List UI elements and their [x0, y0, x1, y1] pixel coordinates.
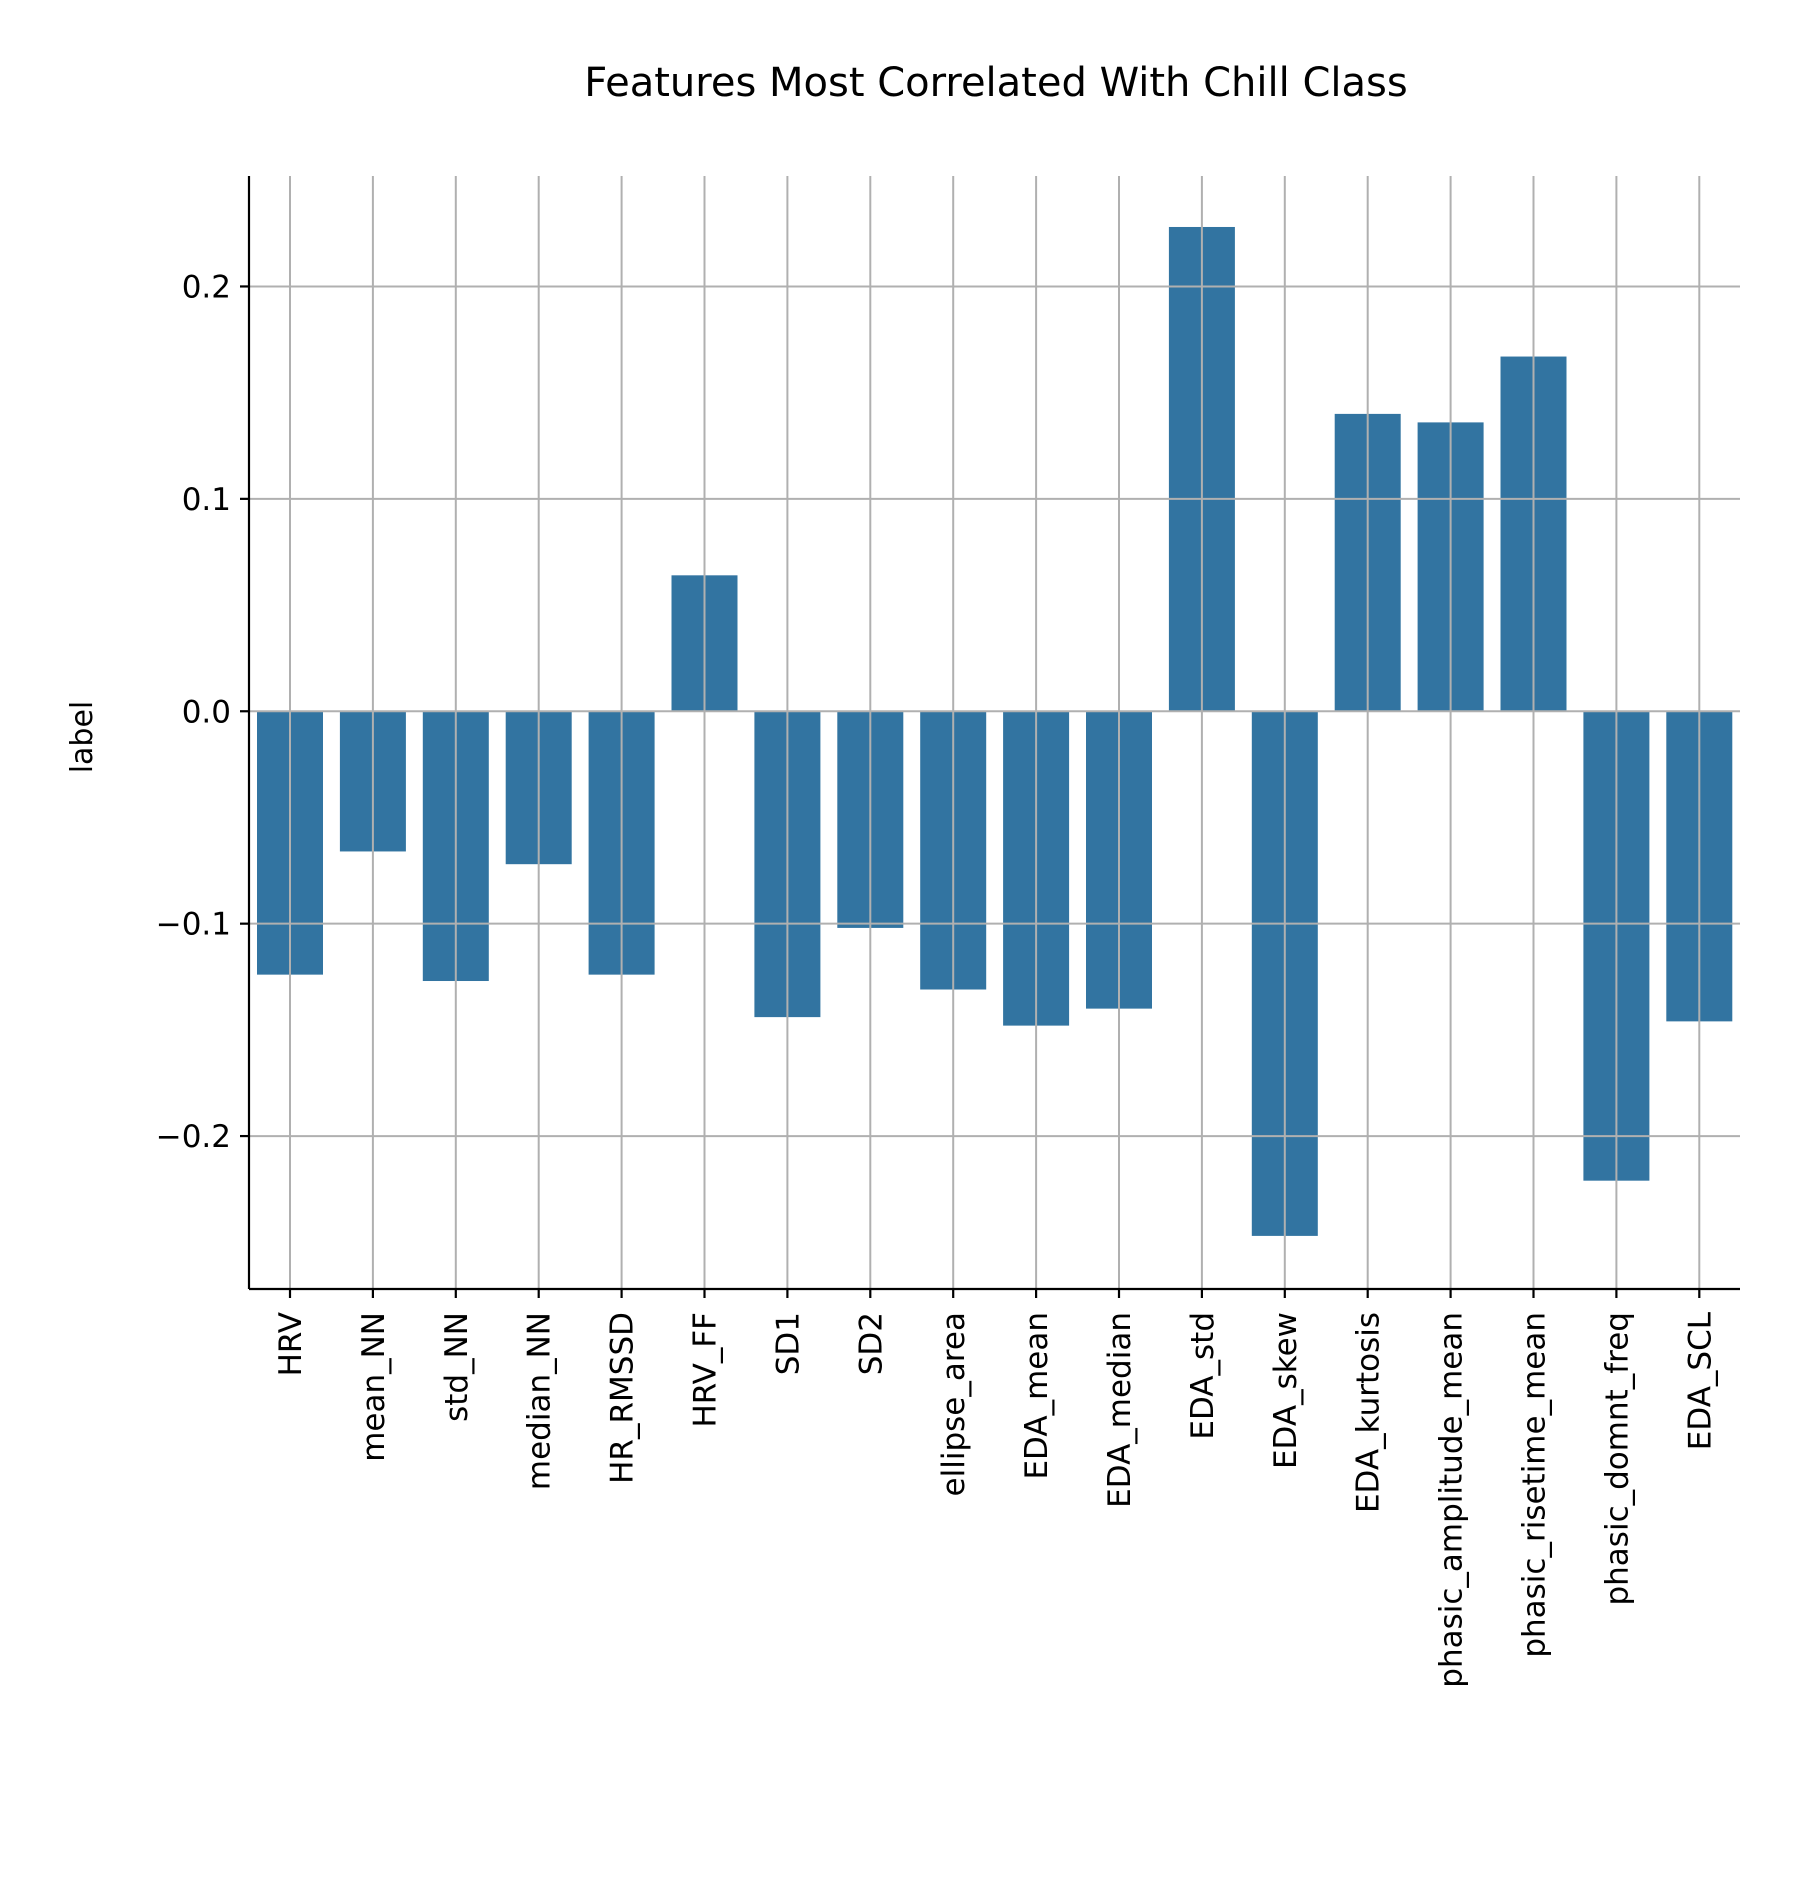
x-tick-label: EDA_SCL [1682, 1311, 1718, 1450]
x-tick-label: HRV [273, 1312, 309, 1376]
x-tick-label: phasic_amplitude_mean [1434, 1312, 1470, 1688]
x-tick-label: std_NN [439, 1312, 475, 1422]
y-tick-label: −0.1 [156, 907, 231, 943]
x-tick-label: EDA_median [1102, 1312, 1138, 1508]
bar-layer [257, 226, 1733, 1236]
x-tick-label: mean_NN [356, 1312, 392, 1462]
y-ticks: −0.2 −0.1 0.0 0.1 0.2 [156, 269, 249, 1155]
x-tick-label: HR_RMSSD [605, 1312, 641, 1484]
grid-layer [249, 176, 1740, 1289]
x-ticks: HRV mean_NN std_NN median_NN HR_RMSSD HRV_FF S… [273, 1289, 1718, 1688]
chart-title: Features Most Correlated With Chill Clas… [584, 60, 1407, 106]
x-tick-label: EDA_skew [1268, 1312, 1304, 1469]
y-tick-label: 0.0 [182, 694, 231, 730]
x-tick-label: SD1 [770, 1312, 806, 1375]
axis-layer [247, 176, 1740, 1291]
x-tick-label: SD2 [853, 1312, 889, 1375]
y-axis-label: label [65, 701, 100, 774]
x-tick-label: EDA_std [1185, 1312, 1221, 1440]
y-tick-label: −0.2 [156, 1119, 231, 1155]
x-tick-label: HRV_FF [688, 1312, 724, 1428]
x-tick-label: median_NN [522, 1312, 558, 1490]
x-tick-label: EDA_mean [1019, 1312, 1055, 1480]
x-tick-label: phasic_risetime_mean [1517, 1312, 1553, 1658]
x-tick-label: phasic_domnt_freq [1599, 1312, 1635, 1606]
y-tick-label: 0.2 [182, 269, 231, 305]
y-tick-label: 0.1 [182, 482, 231, 518]
x-tick-label: EDA_kurtosis [1351, 1312, 1387, 1513]
x-tick-label: ellipse_area [936, 1312, 972, 1496]
